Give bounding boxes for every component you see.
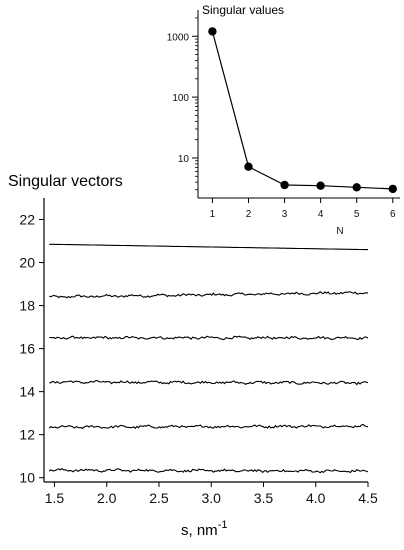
- inset-y-axis-ticks: 10 100 1000: [167, 17, 198, 191]
- main-series-group: [48, 243, 369, 474]
- singular-vector-5: [48, 423, 369, 430]
- main-x-axis-label-superscript: -1: [218, 519, 228, 531]
- inset-y-tick-label: 100: [172, 93, 189, 104]
- main-y-tick-label: 18: [19, 298, 35, 314]
- main-y-tick-label: 14: [19, 384, 35, 400]
- inset-x-tick-label: 2: [246, 209, 252, 220]
- main-x-axis-label-text: s, nm: [181, 522, 218, 539]
- main-y-tick-label: 20: [19, 255, 35, 271]
- singular-value-point: [316, 181, 325, 190]
- main-x-tick-label: 3.5: [254, 490, 274, 506]
- singular-value-point: [208, 27, 217, 36]
- main-x-tick-label: 1.5: [45, 490, 65, 506]
- inset-chart-title: Singular values: [202, 3, 284, 17]
- main-y-axis-ticks: 10 12 14 16 18 20 22: [19, 212, 44, 486]
- inset-x-tick-label: 5: [354, 209, 360, 220]
- singular-values-line: [211, 31, 393, 190]
- inset-chart: Singular values 10 100 1000 1 2 3 4 5 6 N: [167, 0, 404, 237]
- main-y-tick-label: 22: [19, 212, 35, 228]
- main-x-tick-label: 3.0: [201, 490, 221, 506]
- main-y-tick-label: 12: [19, 427, 35, 443]
- singular-vector-6: [48, 467, 369, 474]
- singular-vector-4: [49, 379, 369, 386]
- main-chart-title: Singular vectors: [8, 173, 123, 190]
- main-x-tick-label: 4.5: [358, 490, 378, 506]
- main-y-tick-label: 16: [19, 341, 35, 357]
- main-x-axis-ticks: 1.5 2.0 2.5 3.0 3.5 4.0 4.5: [45, 482, 378, 506]
- singular-vector-3: [49, 335, 369, 341]
- singular-value-point: [280, 180, 289, 190]
- singular-vector-1: [49, 243, 368, 251]
- main-x-tick-label: 4.0: [306, 490, 326, 506]
- singular-vector-2: [49, 291, 369, 299]
- singular-value-point: [388, 184, 397, 194]
- main-y-tick-label: 10: [19, 470, 35, 486]
- main-x-tick-label: 2.0: [97, 490, 117, 506]
- inset-y-tick-label: 10: [178, 154, 190, 165]
- inset-x-tick-label: 3: [282, 209, 288, 220]
- inset-x-tick-label: 6: [390, 209, 396, 220]
- singular-value-point: [352, 183, 361, 192]
- inset-x-tick-label: 4: [318, 209, 324, 220]
- inset-series-group: [208, 27, 397, 194]
- inset-y-tick-label: 1000: [167, 32, 190, 43]
- singular-value-point: [244, 162, 253, 171]
- main-x-axis-label: s, nm-1: [181, 519, 227, 539]
- inset-background: [196, 0, 404, 228]
- inset-x-axis-label: N: [336, 226, 343, 237]
- inset-x-axis-ticks: 1 2 3 4 5 6: [210, 198, 396, 220]
- main-x-tick-label: 2.5: [149, 490, 169, 506]
- inset-x-tick-label: 1: [210, 209, 216, 220]
